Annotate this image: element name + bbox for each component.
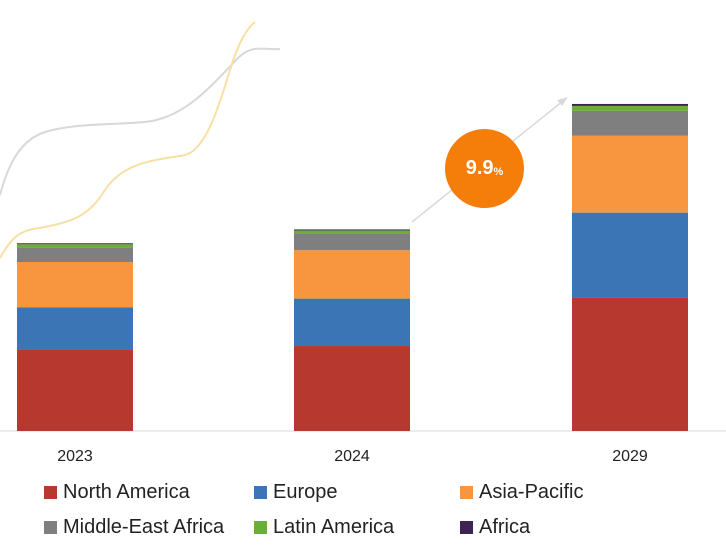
legend-label: Europe (273, 480, 338, 503)
bar-segment-2023-europe (17, 307, 133, 350)
cagr-value: 9.9 (465, 157, 494, 179)
legend-swatch-north-america (44, 485, 57, 499)
legend-item-asia-pacific: Asia-Pacific (460, 480, 714, 504)
bar-segment-2029-middle-east-africa (572, 110, 688, 136)
bar-segment-2029-asia-pacific (572, 135, 688, 213)
cagr-unit: % (493, 165, 504, 178)
decorative-gray-trend-curve (0, 47, 281, 196)
growth-arrow-head (557, 97, 568, 106)
legend-swatch-middle-east-africa (44, 520, 57, 534)
legend-item-north-america: North America (44, 480, 254, 504)
x-tick-label-2029: 2029 (612, 448, 648, 465)
chart-legend: North America Europe Asia-Pacific Middle… (44, 480, 714, 539)
cagr-badge: 9.9% (445, 129, 524, 208)
bar-segment-2023-africa (17, 243, 133, 245)
bar-segment-2024-europe (294, 298, 410, 347)
legend-label: Latin America (273, 515, 395, 538)
legend-swatch-latin-america (254, 520, 267, 534)
legend-swatch-africa (460, 520, 473, 534)
x-tick-label-2024: 2024 (334, 448, 370, 465)
bar-segment-2023-latin-america (17, 244, 133, 248)
legend-swatch-asia-pacific (460, 485, 473, 499)
bar-segment-2024-asia-pacific (294, 250, 410, 299)
bar-segment-2023-middle-east-africa (17, 247, 133, 263)
bar-segment-2029-north-america (572, 297, 688, 431)
legend-item-europe: Europe (254, 480, 460, 504)
legend-swatch-europe (254, 485, 267, 499)
legend-label: North America (63, 480, 190, 503)
bar-segment-2024-africa (294, 229, 410, 231)
bar-segment-2029-africa (572, 103, 688, 106)
legend-item-middle-east-africa: Middle-East Africa (44, 515, 254, 539)
decorative-yellow-trend-curve (0, 21, 256, 259)
bar-segment-2024-latin-america (294, 230, 410, 234)
bar-segment-2029-europe (572, 212, 688, 298)
legend-item-africa: Africa (460, 515, 714, 539)
x-tick-label-2023: 2023 (57, 448, 93, 465)
legend-label: Middle-East Africa (63, 515, 225, 538)
legend-label: Africa (479, 515, 531, 538)
bar-segment-2029-latin-america (572, 105, 688, 111)
legend-item-latin-america: Latin America (254, 515, 460, 539)
bar-segment-2023-north-america (17, 349, 133, 431)
bar-segment-2024-north-america (294, 346, 410, 431)
bar-segment-2024-middle-east-africa (294, 233, 410, 251)
legend-label: Asia-Pacific (479, 480, 584, 503)
bar-segment-2023-asia-pacific (17, 262, 133, 308)
